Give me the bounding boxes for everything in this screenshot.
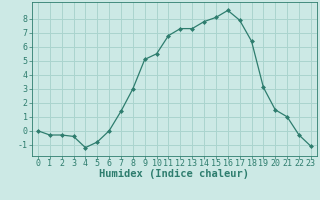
X-axis label: Humidex (Indice chaleur): Humidex (Indice chaleur) [100, 169, 249, 179]
